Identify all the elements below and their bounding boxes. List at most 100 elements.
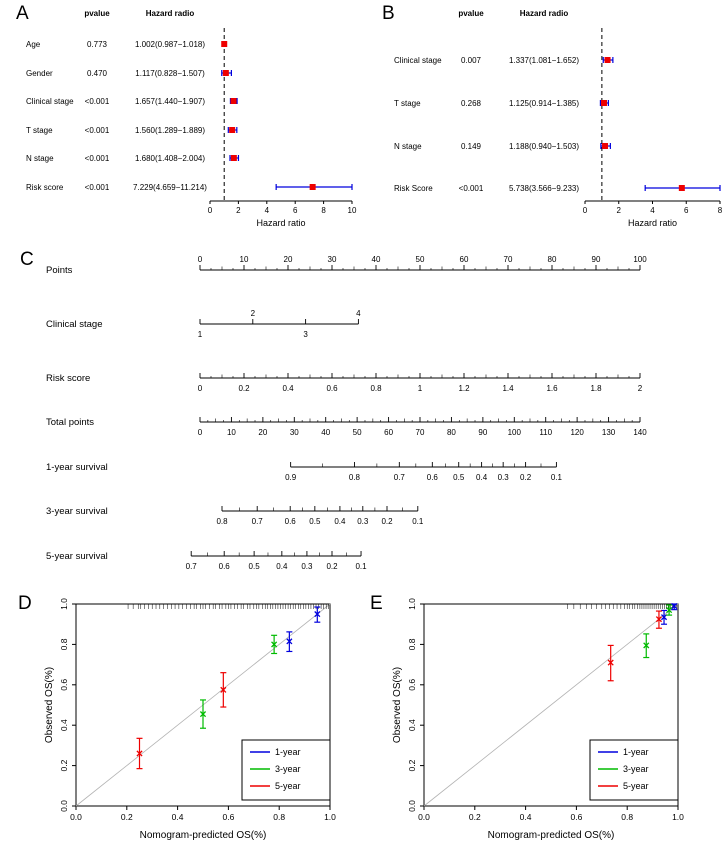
svg-text:N stage: N stage: [394, 142, 422, 151]
svg-text:0.2: 0.2: [121, 812, 133, 822]
svg-text:5.738(3.566−9.233): 5.738(3.566−9.233): [509, 184, 579, 193]
nomogram-row: 1-year survival 0.9 0.8 0.7 0.6 0.5 0.4 0.3 0.2 0…: [46, 462, 563, 482]
svg-text:0.6: 0.6: [570, 812, 582, 822]
svg-text:Total points: Total points: [46, 417, 94, 428]
nomogram-row: Clinical stage 1 2 3 4: [46, 309, 361, 339]
svg-text:70: 70: [504, 255, 513, 264]
svg-text:60: 60: [384, 428, 393, 437]
svg-text:0.007: 0.007: [461, 56, 482, 65]
svg-text:140: 140: [633, 428, 647, 437]
svg-text:0.6: 0.6: [427, 473, 439, 482]
svg-text:10: 10: [227, 428, 236, 437]
calibration-series-1-year: [286, 606, 321, 653]
nomogram-row: Risk score 0 0.2 0.4 0.6 0.8 1 1.2 1.4 1.6 1.8 2: [46, 373, 643, 393]
svg-text:1.0: 1.0: [59, 598, 69, 610]
svg-text:<0.001: <0.001: [459, 184, 484, 193]
svg-text:1.0: 1.0: [324, 812, 336, 822]
svg-text:1.657(1.440−1.907): 1.657(1.440−1.907): [135, 97, 205, 106]
svg-text:50: 50: [353, 428, 362, 437]
forest-row: Gender 0.470 1.117(0.828−1.507): [26, 69, 232, 78]
nomogram-row: 5-year survival 0.7 0.6 0.5 0.4 0.3 0.2 0.1: [46, 551, 367, 571]
svg-text:40: 40: [321, 428, 330, 437]
svg-text:30: 30: [290, 428, 299, 437]
svg-text:0.8: 0.8: [370, 384, 382, 393]
calibration-series-5-year: [607, 610, 663, 682]
svg-text:90: 90: [478, 428, 487, 437]
svg-text:<0.001: <0.001: [85, 126, 110, 135]
forest-row: Risk score <0.001 7.229(4.659−11.214): [26, 183, 353, 192]
svg-text:0.5: 0.5: [453, 473, 465, 482]
svg-text:0.5: 0.5: [309, 517, 321, 526]
svg-text:0.1: 0.1: [551, 473, 563, 482]
svg-text:T stage: T stage: [394, 99, 421, 108]
svg-text:1.0: 1.0: [407, 598, 417, 610]
svg-text:0.0: 0.0: [70, 812, 82, 822]
svg-text:1.680(1.408−2.004): 1.680(1.408−2.004): [135, 154, 205, 163]
svg-text:3-year: 3-year: [623, 764, 649, 774]
svg-text:1.560(1.289−1.889): 1.560(1.289−1.889): [135, 126, 205, 135]
svg-text:0.0: 0.0: [407, 800, 417, 812]
panel-a-label: A: [16, 3, 29, 24]
svg-text:6: 6: [293, 206, 298, 215]
svg-text:0.8: 0.8: [273, 812, 285, 822]
svg-text:0.6: 0.6: [285, 517, 297, 526]
panel-e-calibration-plot: 0.00.0 0.2 0.2 0.4 0.4 0.6 0.6 0.8 0.8 1.0 1.0 Nomo…: [392, 598, 684, 841]
svg-text:8: 8: [321, 206, 326, 215]
svg-text:1.117(0.828−1.507): 1.117(0.828−1.507): [135, 69, 205, 78]
calibration-series-3-year: [199, 634, 278, 729]
svg-text:1.8: 1.8: [590, 384, 602, 393]
nomogram-row: Total points 0 10 20 30 40 50 60 70 80 90 100 110 120…: [46, 417, 647, 437]
svg-text:1.002(0.987−1.018): 1.002(0.987−1.018): [135, 40, 205, 49]
svg-text:2: 2: [236, 206, 241, 215]
nomogram-row: Points 0 10 20 30 40 50 60 70 80 90 100: [46, 255, 647, 276]
svg-text:0.6: 0.6: [219, 562, 231, 571]
svg-text:1.337(1.081−1.652): 1.337(1.081−1.652): [509, 56, 579, 65]
svg-text:<0.001: <0.001: [85, 97, 110, 106]
svg-text:<0.001: <0.001: [85, 154, 110, 163]
svg-text:0.8: 0.8: [216, 517, 228, 526]
svg-text:0.2: 0.2: [407, 759, 417, 771]
svg-text:3-year: 3-year: [275, 764, 301, 774]
svg-text:0.6: 0.6: [59, 679, 69, 691]
svg-text:1-year: 1-year: [623, 747, 649, 757]
svg-text:1: 1: [198, 330, 203, 339]
forest-row: T stage 0.268 1.125(0.914−1.385): [394, 99, 609, 108]
svg-text:0.7: 0.7: [252, 517, 264, 526]
panel-e-label: E: [370, 593, 383, 614]
calibration-series-5-year: [136, 672, 227, 770]
forest-row: Clinical stage <0.001 1.657(1.440−1.907): [26, 97, 238, 106]
forest-row: N stage <0.001 1.680(1.408−2.004): [26, 154, 240, 163]
svg-text:1-year survival: 1-year survival: [46, 462, 108, 473]
svg-text:0.4: 0.4: [407, 719, 417, 731]
svg-text:110: 110: [539, 428, 552, 437]
svg-text:0.268: 0.268: [461, 99, 482, 108]
svg-text:0.2: 0.2: [469, 812, 481, 822]
svg-text:0.5: 0.5: [249, 562, 261, 571]
svg-text:0: 0: [583, 206, 588, 215]
svg-text:100: 100: [508, 428, 522, 437]
svg-text:40: 40: [372, 255, 381, 264]
svg-text:0.3: 0.3: [357, 517, 369, 526]
svg-text:0: 0: [208, 206, 213, 215]
panel-a-forest-plot: pvalue Hazard radio 0 2 4 6 8 10 Hazard ratio Age…: [26, 9, 357, 228]
forest-row: T stage <0.001 1.560(1.289−1.889): [26, 126, 238, 135]
svg-text:0.4: 0.4: [282, 384, 294, 393]
svg-text:Gender: Gender: [26, 69, 53, 78]
svg-text:Age: Age: [26, 40, 41, 49]
svg-text:80: 80: [548, 255, 557, 264]
svg-text:0.4: 0.4: [276, 562, 288, 571]
svg-text:<0.001: <0.001: [85, 183, 110, 192]
svg-text:1.6: 1.6: [546, 384, 558, 393]
legend: 1-year 3-year 5-year: [241, 739, 331, 801]
svg-text:0.0: 0.0: [418, 812, 430, 822]
svg-text:0.2: 0.2: [326, 562, 338, 571]
svg-text:20: 20: [258, 428, 267, 437]
panel-d-label: D: [18, 593, 32, 614]
svg-text:3: 3: [303, 330, 308, 339]
svg-text:N stage: N stage: [26, 154, 54, 163]
svg-text:Hazard radio: Hazard radio: [146, 9, 195, 18]
svg-text:10: 10: [240, 255, 249, 264]
svg-text:0.0: 0.0: [59, 800, 69, 812]
svg-text:0.2: 0.2: [520, 473, 532, 482]
